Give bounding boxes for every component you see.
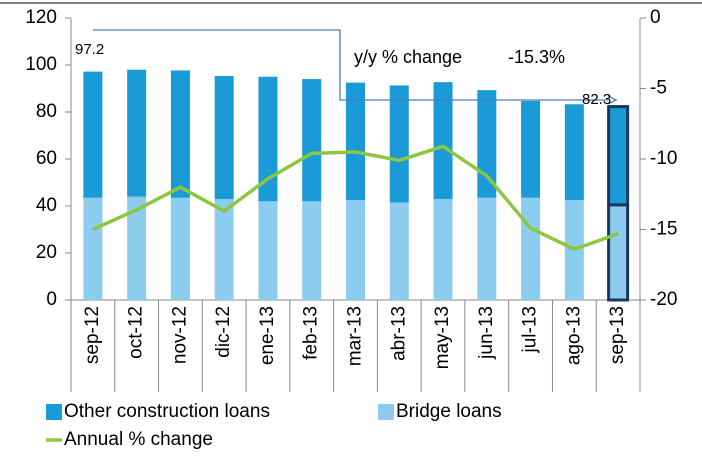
x-tick-label: jun-13 — [476, 306, 497, 360]
arrowhead — [607, 95, 618, 105]
bar — [127, 196, 147, 300]
y2-tick-label: -20 — [650, 289, 677, 310]
bar — [214, 76, 234, 199]
y2-tick-label: -15 — [650, 219, 677, 240]
annotation: y/y % change — [354, 47, 462, 67]
bar — [389, 202, 409, 300]
x-tick-label: sep-12 — [82, 306, 103, 364]
bar — [170, 197, 190, 300]
bar — [389, 85, 409, 203]
y2-tick-label: -10 — [650, 148, 677, 169]
bar — [607, 203, 630, 302]
bar — [607, 105, 630, 207]
legend-label: Annual % change — [64, 429, 213, 450]
annotation: 97.2 — [75, 41, 104, 58]
bar — [83, 197, 103, 300]
bar — [433, 82, 453, 199]
x-tick-label: sep-13 — [607, 306, 628, 364]
bar — [258, 76, 278, 202]
y-tick-label: 120 — [25, 7, 57, 28]
annotation: -15.3% — [508, 47, 565, 67]
x-tick-label: abr-13 — [388, 306, 409, 361]
x-tick-label: mar-13 — [345, 306, 366, 366]
bar — [521, 197, 541, 300]
y-tick-label: 20 — [36, 242, 57, 263]
x-tick-label: oct-12 — [126, 306, 147, 359]
y-tick-label: 60 — [36, 148, 57, 169]
bar — [170, 70, 190, 198]
bar — [433, 198, 453, 300]
y-tick-label: 0 — [46, 289, 57, 310]
y-tick-label: 40 — [36, 195, 57, 216]
x-tick-label: ene-13 — [257, 306, 278, 365]
bar — [302, 79, 322, 202]
x-tick-label: dic-12 — [213, 306, 234, 358]
y2-tick-label: 0 — [650, 7, 661, 28]
bar — [127, 69, 147, 197]
y2-tick-label: -5 — [650, 78, 667, 99]
bar — [477, 197, 497, 300]
bar — [83, 71, 103, 198]
bar — [302, 201, 322, 300]
arrow — [92, 29, 609, 101]
x-tick-label: nov-12 — [169, 306, 190, 364]
x-tick-label: may-13 — [432, 306, 453, 369]
x-tick-label: feb-13 — [301, 306, 322, 360]
bar — [214, 198, 234, 300]
x-tick-label: ago-13 — [563, 306, 584, 365]
y-tick-label: 80 — [36, 101, 57, 122]
legend-label: Other construction loans — [64, 401, 270, 422]
bar — [346, 200, 365, 300]
legend-swatch — [46, 404, 62, 420]
x-tick-label: jul-13 — [520, 306, 541, 353]
legend-label: Bridge loans — [396, 401, 502, 422]
bar — [521, 100, 541, 198]
bar — [258, 201, 278, 300]
line — [92, 144, 619, 251]
legend-swatch — [378, 404, 394, 420]
bar — [564, 104, 584, 201]
bar — [346, 82, 365, 201]
y-tick-label: 100 — [25, 54, 57, 75]
annotation: 82.3 — [582, 91, 611, 108]
